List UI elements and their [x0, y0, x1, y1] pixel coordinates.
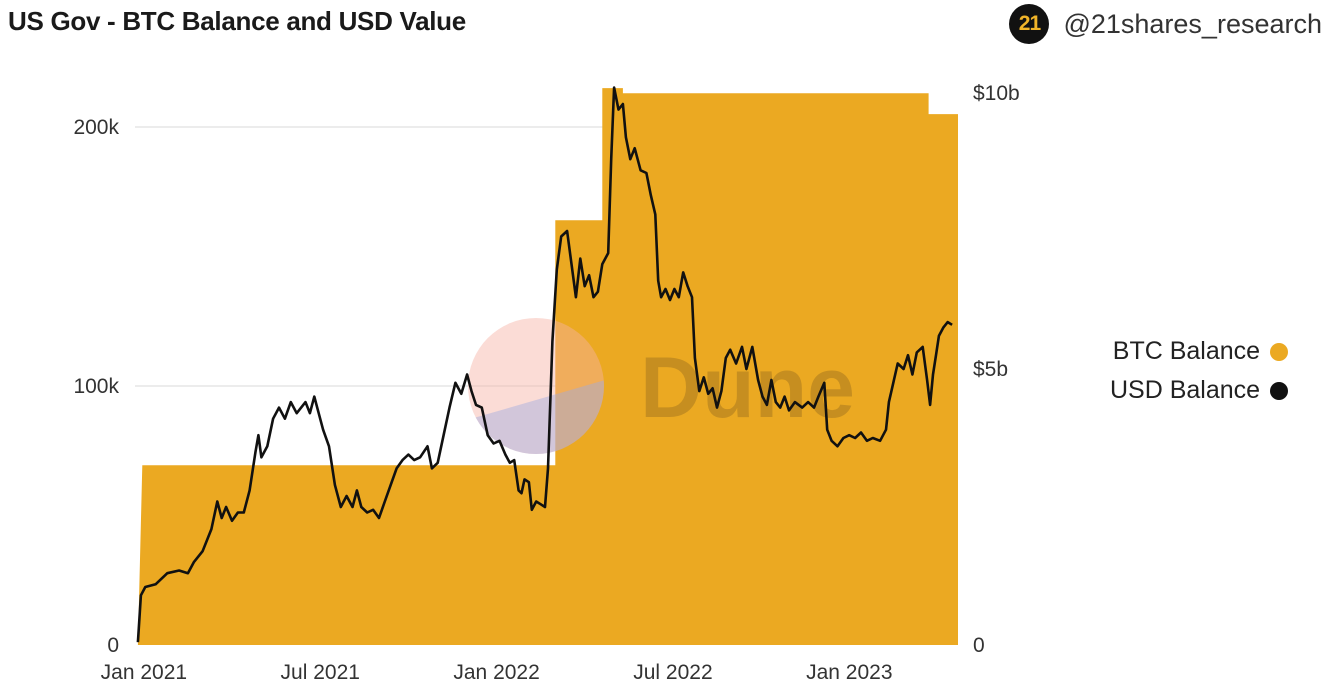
brand-handle[interactable]: @21shares_research	[1063, 8, 1322, 39]
left-axis-tick-label: 200k	[73, 116, 119, 139]
usd-line-layer	[136, 86, 953, 643]
x-axis-tick-label: Jan 2021	[101, 661, 187, 684]
right-axis-tick-label: 0	[973, 634, 985, 657]
legend: BTC Balance USD Balance	[1110, 332, 1289, 410]
legend-label-usd: USD Balance	[1110, 376, 1261, 404]
usd-balance-line[interactable]	[136, 86, 953, 643]
legend-item-usd[interactable]: USD Balance	[1110, 371, 1289, 410]
watermark-text: Dune	[640, 340, 855, 436]
left-axis-tick-label: 0	[107, 634, 119, 657]
legend-dot-btc	[1270, 342, 1289, 361]
x-axis-tick-label: Jan 2023	[806, 661, 892, 684]
brand: 21 @21shares_research	[1009, 4, 1322, 44]
legend-item-btc[interactable]: BTC Balance	[1110, 332, 1289, 371]
21shares-logo-icon: 21	[1009, 4, 1050, 44]
legend-label-btc: BTC Balance	[1112, 337, 1261, 365]
axes: 0 100k 200k 0 $5b $10b Jan 2021 Jul 2021 Jan 202…	[73, 82, 1019, 684]
right-axis-tick-label: $10b	[973, 82, 1020, 105]
legend-dot-usd	[1270, 381, 1289, 400]
right-axis-tick-label: $5b	[973, 358, 1008, 381]
left-axis-tick-label: 100k	[73, 375, 119, 398]
x-axis-tick-label: Jul 2022	[633, 661, 712, 684]
x-axis-tick-label: Jul 2021	[281, 661, 360, 684]
watermark-circle	[468, 318, 604, 454]
x-axis-tick-label: Jan 2022	[453, 661, 539, 684]
chart-title: US Gov - BTC Balance and USD Value	[8, 6, 466, 36]
